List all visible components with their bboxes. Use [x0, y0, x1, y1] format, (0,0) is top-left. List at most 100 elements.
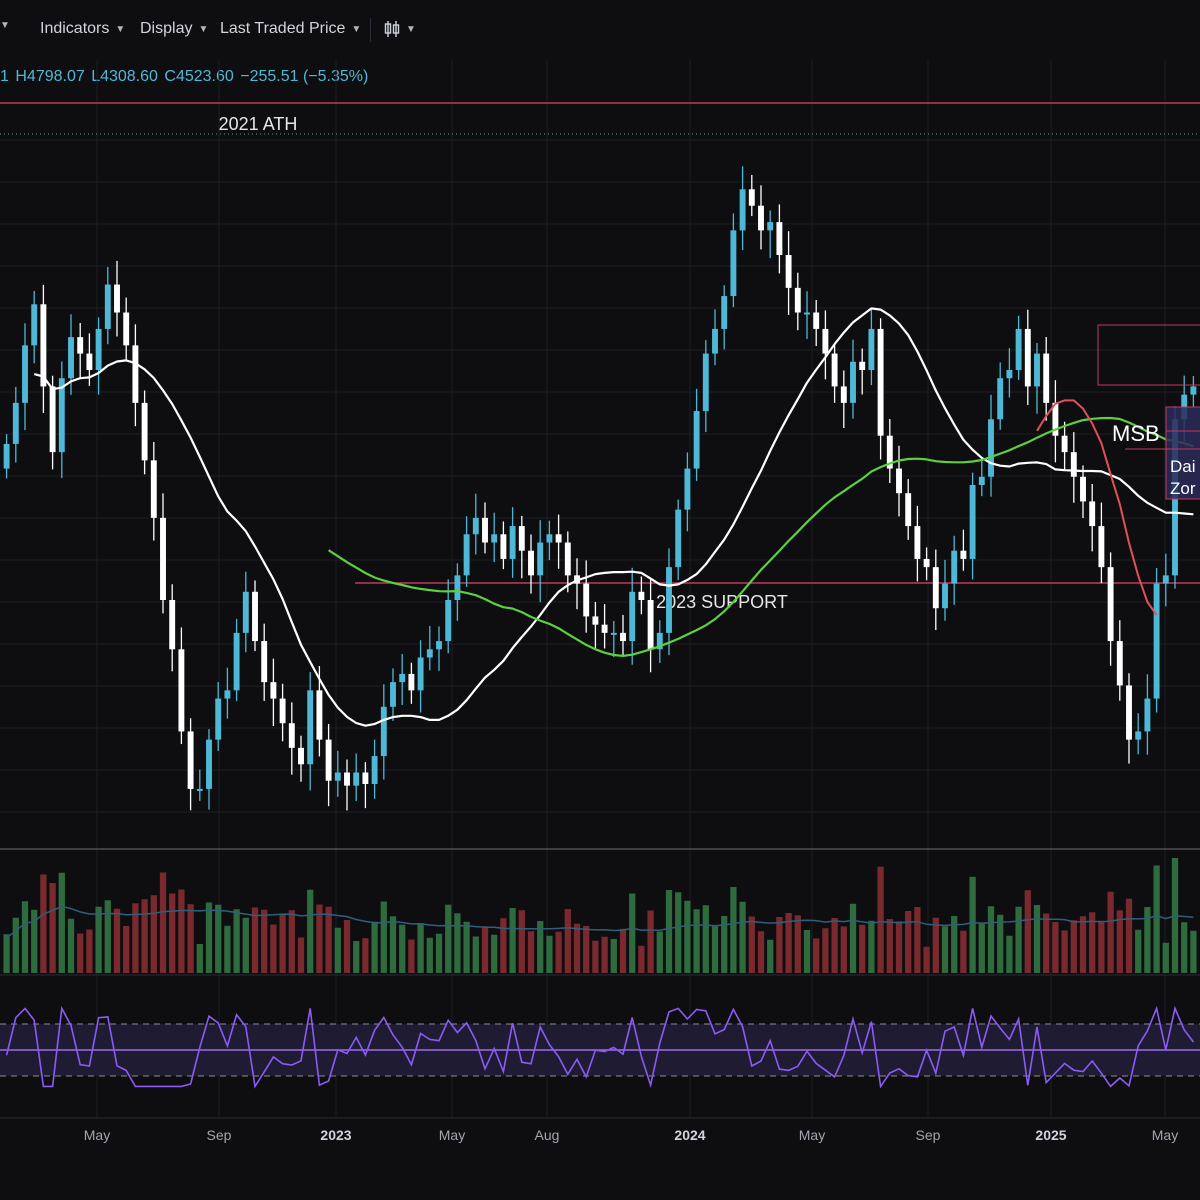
volume-bar — [141, 899, 148, 973]
candle-body — [1098, 526, 1105, 568]
display-menu[interactable]: Display ▼ — [140, 20, 208, 38]
candle-body — [518, 526, 525, 551]
candle-body — [307, 690, 314, 765]
volume-bar — [445, 904, 452, 973]
candle-body — [758, 205, 764, 231]
volume-bar — [1098, 920, 1105, 973]
candle-body — [997, 378, 1004, 420]
candle-body — [58, 378, 65, 453]
volume-bar — [31, 909, 38, 973]
candle-body — [721, 296, 728, 329]
volume-bar — [500, 918, 507, 973]
candle-body — [445, 600, 452, 642]
chevron-down-icon[interactable]: ▼ — [0, 20, 10, 31]
ma-red-line — [1036, 399, 1158, 616]
candle-body — [822, 328, 829, 354]
volume-bar — [813, 938, 820, 973]
volume-bar — [932, 917, 939, 973]
volume-bar — [481, 926, 489, 973]
volume-bar — [1070, 920, 1077, 973]
candle-body — [629, 591, 636, 642]
volume-bar — [334, 927, 341, 973]
volume-bar — [408, 939, 415, 973]
candle-body — [160, 517, 166, 600]
candle-body — [1107, 567, 1114, 642]
price-source-menu[interactable]: Last Traded Price ▼ — [220, 20, 361, 38]
candle-body — [22, 345, 28, 403]
volume-bar — [215, 904, 222, 973]
candle-body — [1034, 353, 1040, 387]
annotations: MSB Dai Zor — [1097, 324, 1200, 500]
candle-body — [1126, 685, 1132, 740]
candle-body — [279, 698, 286, 724]
volume-bar — [1052, 922, 1059, 973]
candle-body — [426, 649, 433, 658]
candle-body — [969, 485, 976, 559]
candle-body — [1080, 476, 1086, 502]
candle-body — [472, 517, 479, 535]
candle-body — [592, 616, 599, 625]
volume-bar — [951, 916, 958, 973]
candle-body — [169, 600, 176, 650]
candle-body — [1061, 435, 1068, 453]
volume-bar — [123, 926, 130, 973]
candle-body — [1190, 386, 1197, 395]
indicators-label: Indicators — [40, 20, 110, 37]
volume-bar — [1061, 930, 1068, 973]
msb-label: MSB — [1112, 421, 1160, 446]
candle-body — [813, 312, 820, 329]
chevron-down-icon: ▼ — [351, 23, 362, 35]
volume-pane — [3, 858, 1197, 973]
indicators-menu[interactable]: Indicators ▼ — [40, 20, 125, 38]
volume-bar — [21, 901, 29, 973]
time-axis-tick: 2025 — [1035, 1127, 1066, 1143]
candle-body — [49, 386, 56, 453]
volume-bar — [997, 914, 1004, 973]
candle-body — [500, 534, 507, 559]
candle-body — [528, 550, 534, 576]
ohlc-close: C4523.60 — [164, 68, 234, 85]
candle-body — [942, 583, 948, 609]
chevron-down-icon: ▼ — [115, 23, 126, 35]
candle-body — [702, 353, 709, 412]
candle-body — [1144, 698, 1151, 732]
volume-bar — [417, 923, 424, 973]
volume-bar — [840, 926, 847, 973]
volume-bar — [656, 931, 663, 973]
candle-body — [288, 723, 295, 748]
candle-body — [298, 747, 304, 765]
candle-body — [555, 534, 562, 543]
candle-body — [233, 632, 240, 691]
rsi-pane — [0, 1005, 1200, 1089]
volume-bar — [325, 906, 332, 973]
candle-body — [86, 353, 93, 370]
candle-body — [638, 591, 645, 600]
volume-bar — [895, 921, 903, 973]
volume-bar — [1089, 912, 1096, 973]
volume-ma-line — [6, 905, 1194, 939]
volume-bar — [684, 900, 691, 973]
candle-body — [1089, 501, 1096, 527]
volume-bar — [77, 933, 84, 973]
zone-label-2: Zor — [1170, 479, 1196, 498]
volume-bar — [693, 909, 700, 973]
candle-body — [1006, 370, 1013, 379]
volume-bar — [426, 937, 433, 973]
candle-body — [399, 673, 406, 683]
candle-body — [978, 476, 985, 485]
candle-body — [546, 534, 553, 543]
volume-bar — [1144, 907, 1151, 973]
volume-bar — [95, 906, 102, 973]
candle-body — [491, 534, 498, 543]
volume-bar — [169, 893, 176, 973]
chart-type-menu[interactable]: ▼ — [384, 20, 416, 38]
volume-bar — [987, 906, 995, 973]
volume-bar — [923, 946, 930, 973]
volume-bar — [150, 895, 157, 973]
volume-bar — [711, 926, 719, 973]
volume-bar — [86, 929, 93, 973]
time-axis-tick: May — [84, 1127, 110, 1143]
zone-label-1: Dai — [1170, 457, 1196, 476]
candle-body — [886, 435, 893, 469]
